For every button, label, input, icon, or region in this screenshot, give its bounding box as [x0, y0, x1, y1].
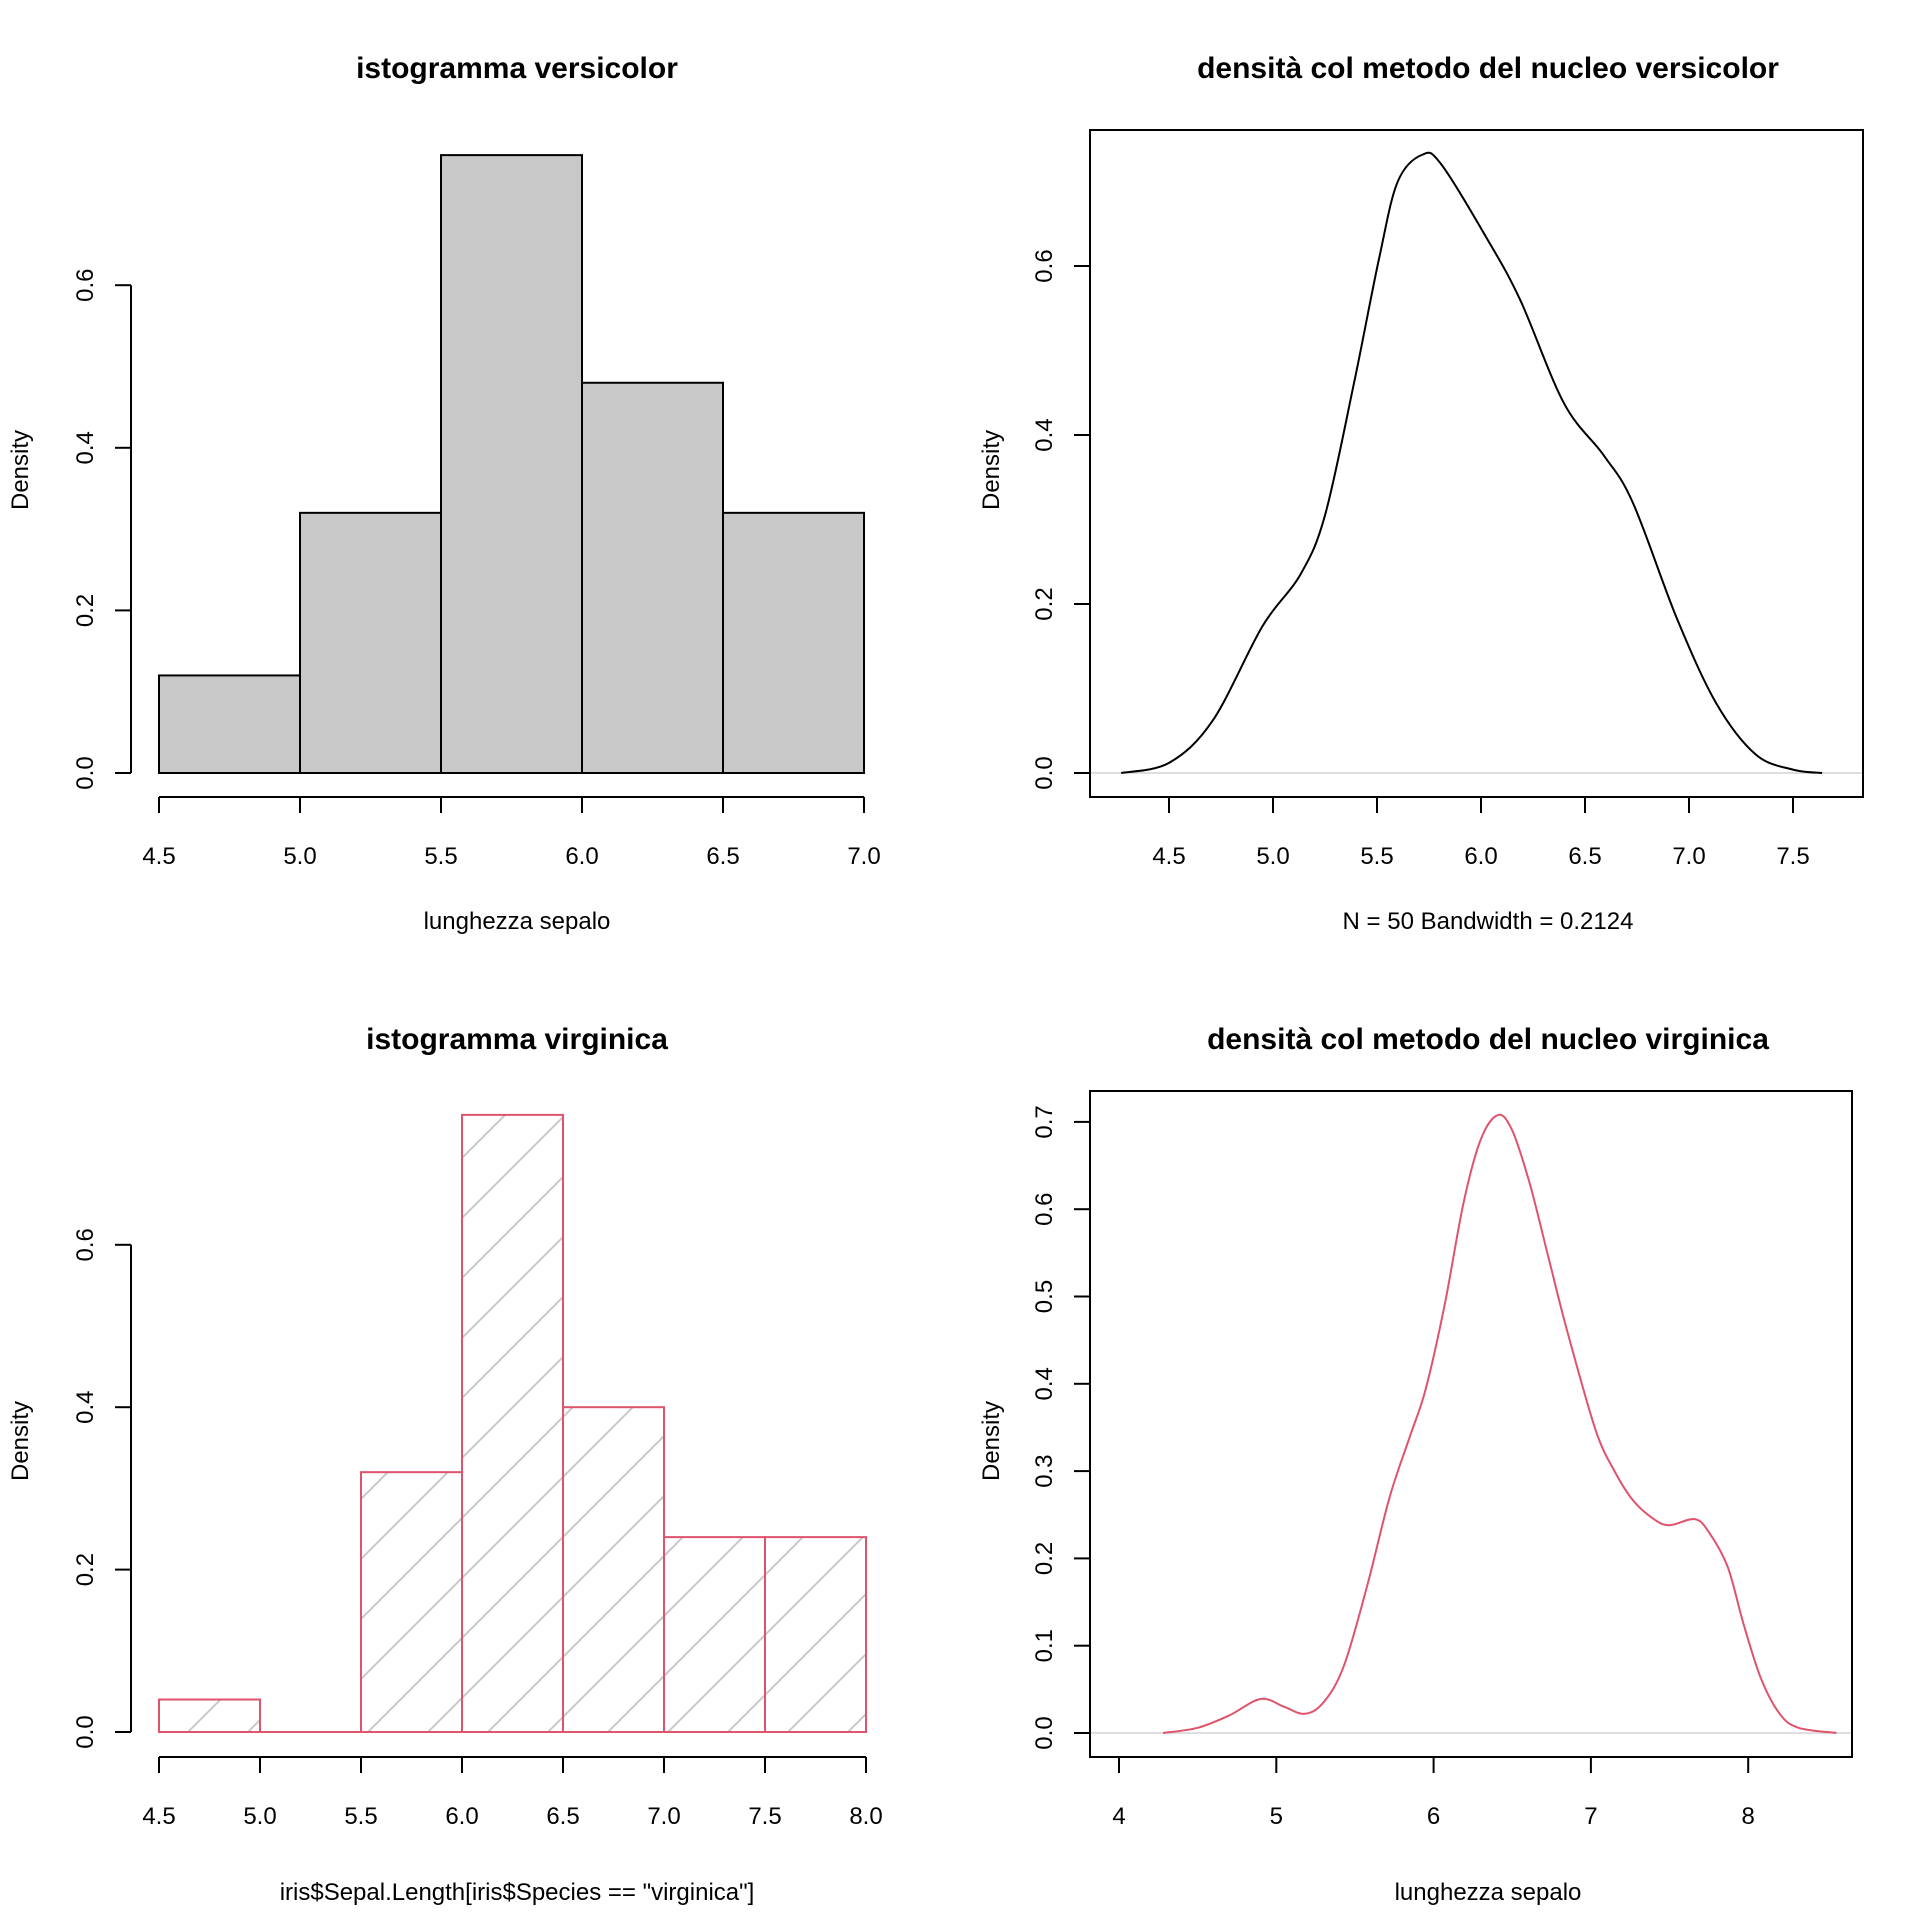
x-axis-label: lunghezza sepalo [424, 908, 611, 935]
x-tick-label: 6.5 [546, 1803, 579, 1830]
histogram-bar [299, 511, 442, 775]
x-tick-label: 6.0 [445, 1803, 478, 1830]
x-axis-label: N = 50 Bandwidth = 0.2124 [1343, 908, 1634, 935]
y-tick-label: 0.1 [1031, 1629, 1058, 1662]
panel-hist-virginica: istogramma virginica iris$Sepal.Length[i… [7, 1023, 883, 1906]
y-tick-label: 0.0 [1031, 1716, 1058, 1749]
plot-area [1090, 1113, 1852, 1734]
x-tick-label: 5.0 [243, 1803, 276, 1830]
panel-hist-versicolor: istogramma versicolor lunghezza sepalo D… [7, 52, 881, 935]
x-tick-label: 5.5 [424, 843, 457, 870]
chart-title: istogramma versicolor [356, 52, 678, 85]
x-tick-label: 8 [1742, 1803, 1755, 1830]
x-tick-label: 5.5 [344, 1803, 377, 1830]
x-tick-label: 4.5 [142, 1803, 175, 1830]
y-tick-label: 0.0 [72, 1715, 99, 1748]
y-axis-label: Density [7, 430, 34, 510]
y-tick-label: 0.4 [72, 431, 99, 464]
x-tick-label: 7.0 [1672, 843, 1705, 870]
y-tick-label: 0.4 [1031, 418, 1058, 451]
chart-title: densità col metodo del nucleo versicolor [1197, 52, 1779, 85]
histogram-bar [158, 1698, 261, 1734]
axes: 4.5 5.0 5.5 6.0 6.5 7.0 0.0 0.2 0.4 0.6 [72, 269, 881, 870]
plot-frame [1089, 129, 1864, 798]
x-tick-label: 4.5 [1152, 843, 1185, 870]
histogram-bar [764, 1536, 867, 1733]
y-tick-label: 0.6 [72, 1228, 99, 1261]
x-tick-label: 5.0 [1256, 843, 1289, 870]
x-tick-label: 4.5 [142, 843, 175, 870]
y-tick-label: 0.4 [72, 1391, 99, 1424]
bars [158, 1113, 867, 1734]
y-axis-label: Density [978, 1401, 1005, 1481]
x-tick-label: 5 [1270, 1803, 1283, 1830]
x-tick-label: 8.0 [849, 1803, 882, 1830]
histogram-bar [440, 154, 583, 774]
y-tick-label: 0.6 [72, 269, 99, 302]
x-tick-label: 6.0 [1464, 843, 1497, 870]
y-tick-label: 0.7 [1031, 1105, 1058, 1138]
x-axis-label: lunghezza sepalo [1395, 1879, 1582, 1906]
x-tick-label: 7.0 [647, 1803, 680, 1830]
x-tick-label: 7 [1584, 1803, 1597, 1830]
x-tick-label: 6 [1427, 1803, 1440, 1830]
x-tick-label: 6.5 [706, 843, 739, 870]
y-tick-label: 0.4 [1031, 1367, 1058, 1400]
y-tick-label: 0.2 [1031, 1542, 1058, 1575]
y-axis-label: Density [978, 430, 1005, 510]
x-tick-label: 4 [1112, 1803, 1125, 1830]
y-tick-label: 0.2 [72, 1553, 99, 1586]
density-line [1120, 151, 1823, 774]
axes: 4.5 5.0 5.5 6.0 6.5 7.0 7.5 0.0 0.2 0.4 0.6 [1031, 129, 1864, 870]
plot-area [1090, 151, 1863, 774]
plot-frame [1089, 1090, 1853, 1758]
bars [158, 154, 865, 775]
x-axis-label: iris$Sepal.Length[iris$Species == "virgi… [280, 1879, 755, 1906]
panel-density-versicolor: densità col metodo del nucleo versicolor… [978, 52, 1864, 935]
y-tick-label: 0.5 [1031, 1280, 1058, 1313]
x-tick-label: 5.0 [283, 843, 316, 870]
x-tick-label: 5.5 [1360, 843, 1393, 870]
histogram-bar-hatch [664, 1537, 765, 1732]
x-tick-label: 7.5 [1776, 843, 1809, 870]
panel-density-virginica: densità col metodo del nucleo virginica … [978, 1023, 1853, 1906]
x-tick-label: 6.5 [1568, 843, 1601, 870]
histogram-bar [581, 381, 724, 774]
x-tick-label: 7.5 [748, 1803, 781, 1830]
x-tick-label: 7.0 [847, 843, 880, 870]
histogram-bar [722, 511, 865, 775]
y-axis-label: Density [7, 1401, 34, 1481]
y-tick-label: 0.3 [1031, 1454, 1058, 1487]
y-tick-label: 0.0 [1031, 756, 1058, 789]
y-tick-label: 0.6 [1031, 249, 1058, 282]
x-tick-label: 6.0 [565, 843, 598, 870]
y-tick-label: 0.0 [72, 756, 99, 789]
axes: 4.5 5.0 5.5 6.0 6.5 7.0 7.5 8.0 0.0 0.2 0.4 0.6 [72, 1228, 883, 1830]
histogram-bar [158, 674, 301, 774]
chart-title: istogramma virginica [366, 1023, 668, 1056]
histogram-bar-hatch [361, 1472, 462, 1732]
histogram-bar-hatch [462, 1114, 563, 1732]
histogram-bar-hatch [159, 1699, 260, 1732]
histogram-bar-hatch [563, 1407, 664, 1732]
y-tick-label: 0.2 [1031, 587, 1058, 620]
chart-title: densità col metodo del nucleo virginica [1207, 1023, 1769, 1056]
axes: 4 5 6 7 8 0.0 0.1 0.2 0.3 0.4 0.5 0.6 0.7 [1031, 1090, 1853, 1830]
density-line [1162, 1113, 1837, 1734]
y-tick-label: 0.6 [1031, 1193, 1058, 1226]
histogram-bar-hatch [765, 1537, 866, 1732]
y-tick-label: 0.2 [72, 594, 99, 627]
